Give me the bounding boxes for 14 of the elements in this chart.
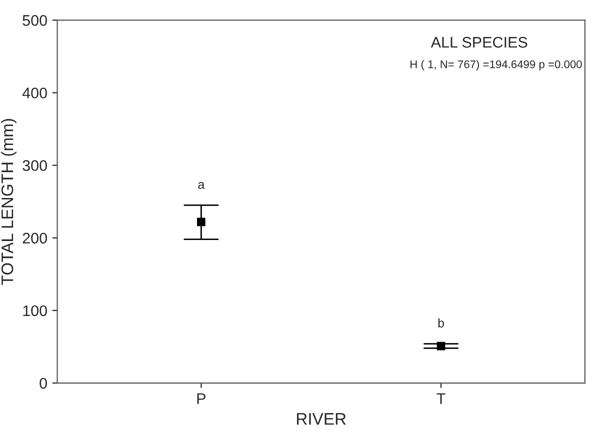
y-axis-title: TOTAL LENGTH (mm)	[0, 118, 17, 285]
x-tick-label: P	[197, 393, 206, 404]
text: ALL SPECIES	[430, 36, 528, 48]
x-tick-label: T	[436, 393, 446, 404]
y-tick-label: 0	[40, 378, 47, 389]
annotation: a	[198, 182, 205, 189]
annotation: b	[438, 318, 444, 328]
y-tick-label: 200	[22, 232, 47, 244]
text: H ( 1, N= 767) =194.6499 p =0.000	[410, 60, 582, 70]
x-axis-title: RIVER	[296, 413, 346, 425]
y-tick-label: 100	[23, 305, 47, 316]
y-tick-label: 400	[22, 88, 47, 98]
y-tick-label: 300	[22, 160, 47, 171]
y-tick-label: 500	[22, 15, 47, 26]
